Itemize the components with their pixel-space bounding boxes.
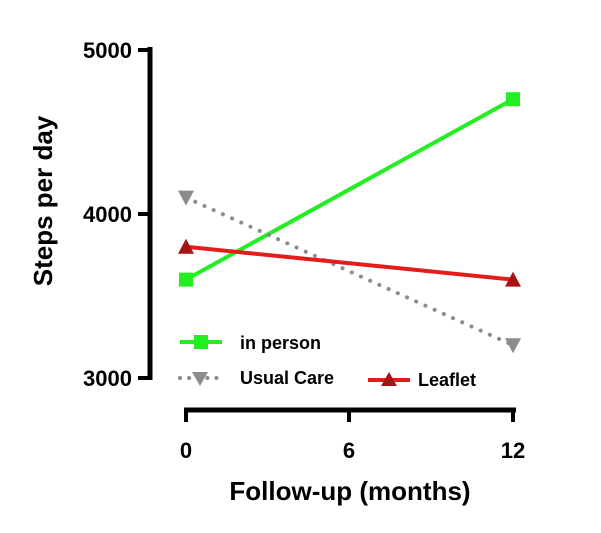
series-line <box>185 244 514 282</box>
series-line <box>184 195 515 348</box>
x-tick-label: 12 <box>501 438 525 463</box>
data-point-marker <box>178 238 194 254</box>
y-tick-label: 3000 <box>83 366 132 391</box>
data-point-marker <box>505 271 521 287</box>
y-axis-title: Steps per day <box>28 115 58 286</box>
y-tick-label: 4000 <box>83 202 132 227</box>
y-tick-label: 5000 <box>83 38 132 63</box>
series-usual-care <box>178 190 521 354</box>
legend-item-usual-care: Usual Care <box>178 368 334 388</box>
triangle-down-marker-icon <box>192 372 208 386</box>
data-point-marker <box>178 190 194 206</box>
data-point-marker <box>505 338 521 354</box>
legend-label: Leaflet <box>418 370 476 390</box>
series-line <box>185 97 514 282</box>
series-in-person <box>179 92 520 287</box>
legend-item-leaflet: Leaflet <box>368 370 476 390</box>
x-tick-label: 0 <box>180 438 192 463</box>
y-axis: 5000 4000 3000 <box>83 38 153 391</box>
x-tick-label: 6 <box>343 438 355 463</box>
legend-label: in person <box>240 333 321 353</box>
x-axis: 0 6 12 <box>180 407 525 463</box>
data-point-marker <box>179 272 193 287</box>
legend-item-in-person: in person <box>180 333 321 353</box>
x-axis-title: Follow-up (months) <box>229 476 470 506</box>
series-leaflet <box>178 238 521 287</box>
legend-label: Usual Care <box>240 368 334 388</box>
square-marker-icon <box>194 335 208 349</box>
triangle-up-marker-icon <box>381 372 397 386</box>
data-point-marker <box>506 92 520 107</box>
legend: in person Usual Care Leaflet <box>178 333 476 390</box>
series-layer <box>178 92 521 354</box>
